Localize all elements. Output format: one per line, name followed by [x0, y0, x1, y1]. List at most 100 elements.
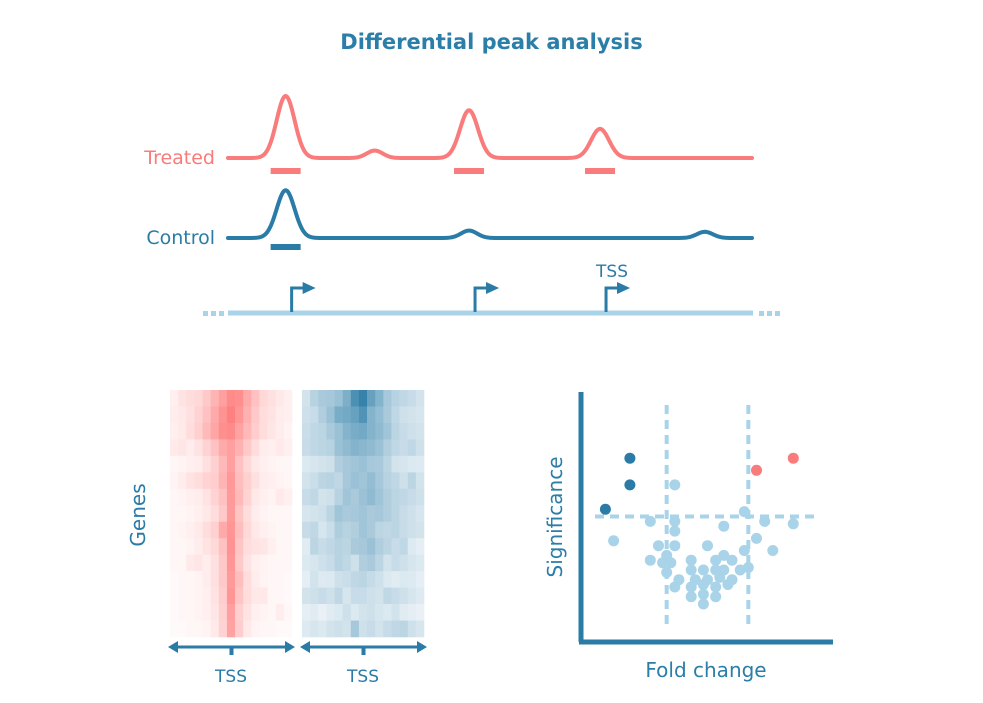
heatmap-cell — [267, 538, 277, 555]
heatmap-cell — [226, 554, 236, 572]
heatmap-cell — [367, 439, 376, 457]
heatmap-cell — [334, 422, 343, 440]
heatmap-cell — [202, 587, 211, 605]
heatmap-cell — [210, 406, 220, 424]
heatmap-cell — [251, 390, 260, 407]
heatmap-cell — [326, 488, 335, 506]
volcano-point-not-significant — [669, 515, 681, 527]
heatmap-cell — [318, 472, 327, 490]
heatmap-cell — [235, 488, 244, 506]
heatmap-cell — [318, 406, 327, 424]
heatmap-cell — [259, 521, 268, 539]
heatmap-cell — [318, 538, 327, 555]
heatmap-cell — [243, 439, 252, 457]
heatmap-cell — [367, 455, 376, 473]
heatmap-cell — [186, 604, 195, 621]
heatmap-cell — [415, 406, 425, 424]
heatmap-cell — [391, 571, 400, 588]
treated-heatmap — [170, 390, 293, 638]
heatmap-cell — [383, 390, 392, 407]
heatmap-cell — [243, 455, 252, 473]
heatmap-cell — [375, 521, 384, 539]
heatmap-cell — [186, 406, 195, 424]
heatmap-cell — [259, 505, 268, 523]
heatmap-cell — [251, 455, 260, 473]
heatmap-cell — [243, 521, 252, 539]
heatmap-cell — [342, 604, 352, 621]
heatmap-cell — [210, 521, 220, 539]
heatmap-cell — [283, 390, 293, 407]
volcano-point-not-significant — [710, 581, 722, 593]
heatmap-cell — [235, 587, 244, 605]
heatmap-cell — [226, 422, 236, 440]
heatmap-cell — [326, 571, 335, 588]
heatmap-cell — [407, 521, 417, 539]
heatmap-cell — [383, 571, 392, 588]
heatmap-cell — [186, 390, 195, 407]
volcano-point-not-significant — [644, 554, 656, 566]
genome-ellipsis-dot — [759, 311, 764, 316]
volcano-point-not-significant — [644, 515, 656, 527]
heatmap-cell — [259, 538, 268, 555]
volcano-point-up-regulated — [787, 452, 799, 464]
volcano-point-not-significant — [685, 554, 697, 566]
heatmap-cell — [350, 554, 360, 572]
heatmap-cell — [210, 505, 220, 523]
heatmap-cell — [358, 406, 368, 424]
heatmap-cell — [235, 554, 244, 572]
heatmap-cell — [202, 521, 211, 539]
heatmap-cell — [218, 406, 228, 424]
heatmap-cell — [210, 620, 220, 638]
heatmap-cell — [367, 587, 376, 605]
heatmap-cell — [302, 587, 311, 605]
heatmap-cell — [235, 422, 244, 440]
heatmap-cell — [350, 538, 360, 555]
volcano-point-not-significant — [608, 535, 620, 547]
heatmap-cell — [283, 422, 293, 440]
heatmap-cell — [218, 620, 228, 638]
volcano-plot: Significance Fold change — [543, 392, 833, 682]
heatmap-cell — [283, 472, 293, 490]
heatmap-cell — [194, 538, 203, 555]
heatmap-cell — [251, 620, 260, 638]
heatmap-cell — [178, 538, 187, 555]
heatmap-cell — [358, 587, 368, 605]
heatmap-cell — [367, 422, 376, 440]
heatmap-cell — [275, 538, 285, 555]
heatmap-axes — [168, 641, 427, 655]
heatmap-cell — [202, 390, 211, 407]
heatmap-cell — [310, 554, 319, 572]
heatmap-cell — [302, 390, 311, 407]
heatmap-cell — [226, 604, 236, 621]
heatmap-cell — [391, 538, 400, 555]
heatmap-cell — [218, 604, 228, 621]
heatmap-cell — [375, 620, 384, 638]
heatmap-cell — [399, 488, 409, 506]
heatmap-cell — [267, 390, 277, 407]
heatmap-cell — [218, 538, 228, 555]
heatmap-cell — [210, 488, 220, 506]
heatmap-cell — [275, 406, 285, 424]
heatmap-cell — [226, 455, 236, 473]
heatmap-cell — [310, 390, 319, 407]
heatmap-cell — [170, 604, 179, 621]
heatmap-cell — [259, 604, 268, 621]
heatmap-cell — [218, 587, 228, 605]
heatmap-cell — [235, 472, 244, 490]
heatmap-cell — [350, 587, 360, 605]
heatmap-cell — [399, 538, 409, 555]
volcano-point-not-significant — [669, 540, 681, 552]
heatmap-cell — [334, 521, 343, 539]
heatmap-cell — [235, 604, 244, 621]
heatmap-cell — [267, 554, 277, 572]
heatmap-cell — [226, 571, 236, 588]
heatmap-cell — [399, 604, 409, 621]
heatmap-cell — [283, 620, 293, 638]
heatmap-cell — [259, 406, 268, 424]
heatmap-cell — [391, 455, 400, 473]
heatmap-cell — [342, 620, 352, 638]
heatmap-cell — [391, 521, 400, 539]
volcano-point-not-significant — [726, 554, 738, 566]
heatmap-cell — [186, 488, 195, 506]
